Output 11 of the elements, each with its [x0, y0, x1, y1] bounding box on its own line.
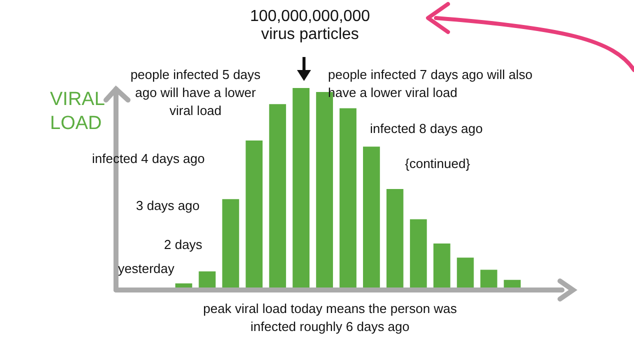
annotation: people infected 5 days ago will have a lower viral load	[129, 66, 262, 120]
annotation: yesterday	[118, 260, 176, 278]
annotation: 2 days	[164, 236, 204, 254]
annotation: 3 days ago	[136, 197, 201, 215]
annotation: people infected 7 days ago will also have a lower viral load	[328, 66, 534, 102]
text: peak viral load today means the person was infected roughly 6 days ago	[202, 300, 458, 336]
annotation: infected 4 days ago	[92, 150, 206, 168]
annotation: {continued}	[405, 155, 472, 173]
y-axis-title: VIRAL LOAD	[50, 88, 106, 136]
annotation: infected 8 days ago	[370, 120, 484, 138]
text: 100,000,000,000 virus particles	[248, 8, 372, 44]
